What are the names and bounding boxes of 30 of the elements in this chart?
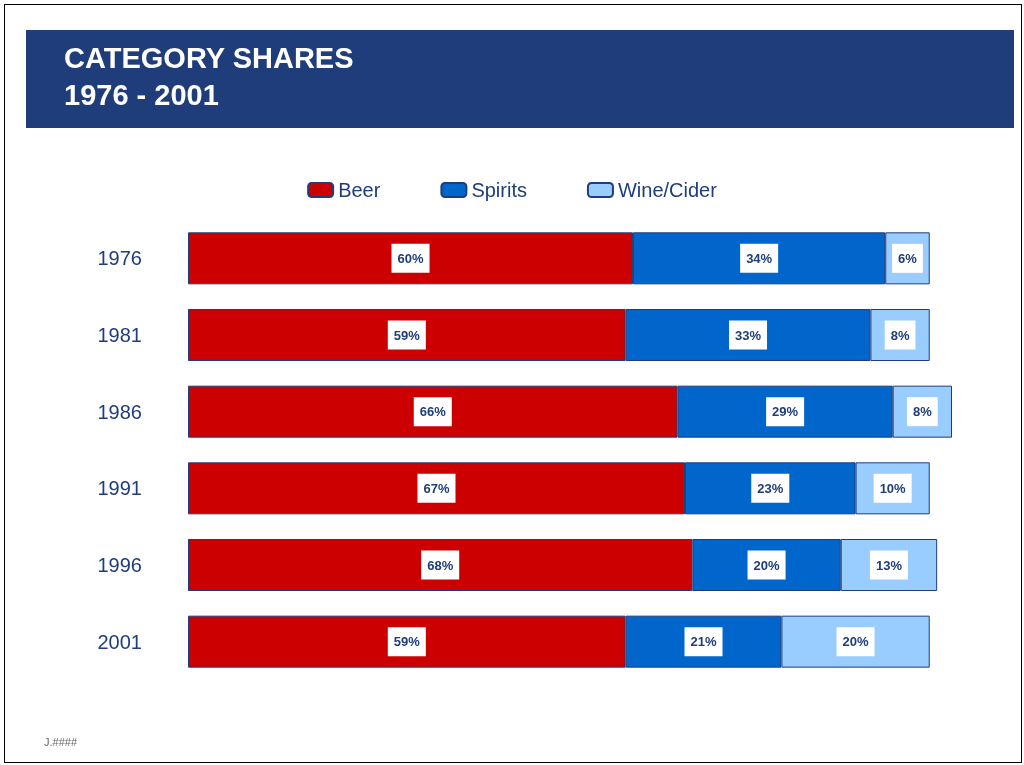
data-label: 8%: [890, 327, 910, 343]
data-label: 6%: [898, 250, 918, 266]
data-label: 20%: [842, 634, 870, 650]
data-label: 21%: [690, 634, 717, 650]
data-label: 66%: [419, 404, 447, 420]
y-tick-label: 1991: [97, 477, 142, 500]
legend-label: Beer: [338, 179, 381, 201]
data-label: 8%: [912, 404, 933, 420]
data-label: 59%: [393, 327, 421, 343]
data-label: 60%: [397, 250, 424, 266]
y-tick-label: 1996: [97, 554, 142, 576]
data-label: 29%: [772, 404, 799, 420]
data-label: 59%: [393, 634, 421, 650]
text: J.####: [44, 736, 78, 748]
chart-subtitle: 1976 - 2001: [64, 78, 220, 113]
data-label: 13%: [875, 557, 903, 573]
data-label: 20%: [753, 557, 781, 573]
data-label: 33%: [735, 327, 762, 343]
data-label: 34%: [746, 250, 773, 266]
data-label: 68%: [427, 557, 454, 573]
legend-label: Spirits: [471, 179, 527, 201]
y-tick-label: 1976: [97, 247, 142, 270]
y-tick-label: 1981: [97, 324, 142, 346]
chart-title: CATEGORY SHARES: [64, 41, 355, 76]
data-label: 10%: [879, 480, 907, 496]
data-label: 23%: [757, 480, 784, 496]
y-tick-label: 2001: [97, 630, 142, 653]
y-tick-label: 1986: [97, 400, 142, 423]
legend-label: Wine/Cider: [617, 179, 718, 201]
data-label: 67%: [423, 480, 450, 496]
